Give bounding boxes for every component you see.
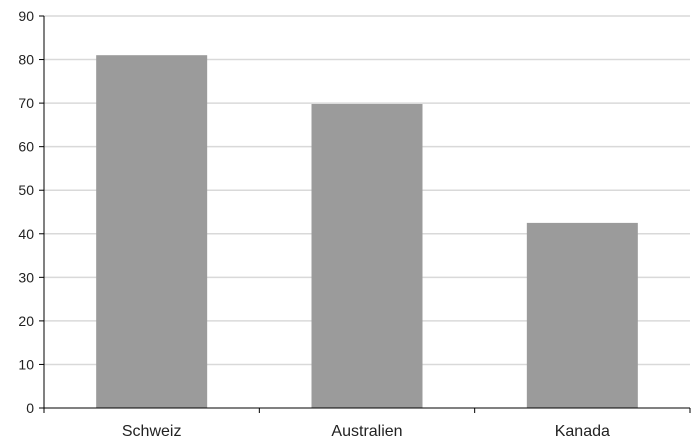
y-axis-ticks: 0 10 20 30 40 50 60 70 80 90 bbox=[18, 8, 44, 416]
bar-schweiz bbox=[96, 55, 208, 408]
axes bbox=[43, 16, 691, 413]
y-tick-label: 20 bbox=[18, 313, 34, 329]
y-tick-label: 10 bbox=[18, 356, 34, 372]
y-tick-label: 70 bbox=[18, 95, 34, 111]
y-tick-label: 30 bbox=[18, 269, 34, 285]
x-axis-labels: Schweiz Australien Kanada bbox=[122, 423, 610, 440]
x-category-label: Australien bbox=[331, 423, 402, 440]
y-tick-label: 0 bbox=[26, 400, 34, 416]
x-category-label: Kanada bbox=[555, 423, 610, 440]
bars bbox=[96, 55, 638, 408]
y-tick-label: 60 bbox=[18, 139, 34, 155]
y-tick-label: 90 bbox=[18, 8, 34, 24]
y-tick-label: 50 bbox=[18, 182, 34, 198]
bar-australien bbox=[311, 103, 423, 408]
y-tick-label: 80 bbox=[18, 52, 34, 68]
bar-kanada bbox=[526, 222, 638, 408]
x-category-label: Schweiz bbox=[122, 423, 182, 440]
y-tick-label: 40 bbox=[18, 226, 34, 242]
